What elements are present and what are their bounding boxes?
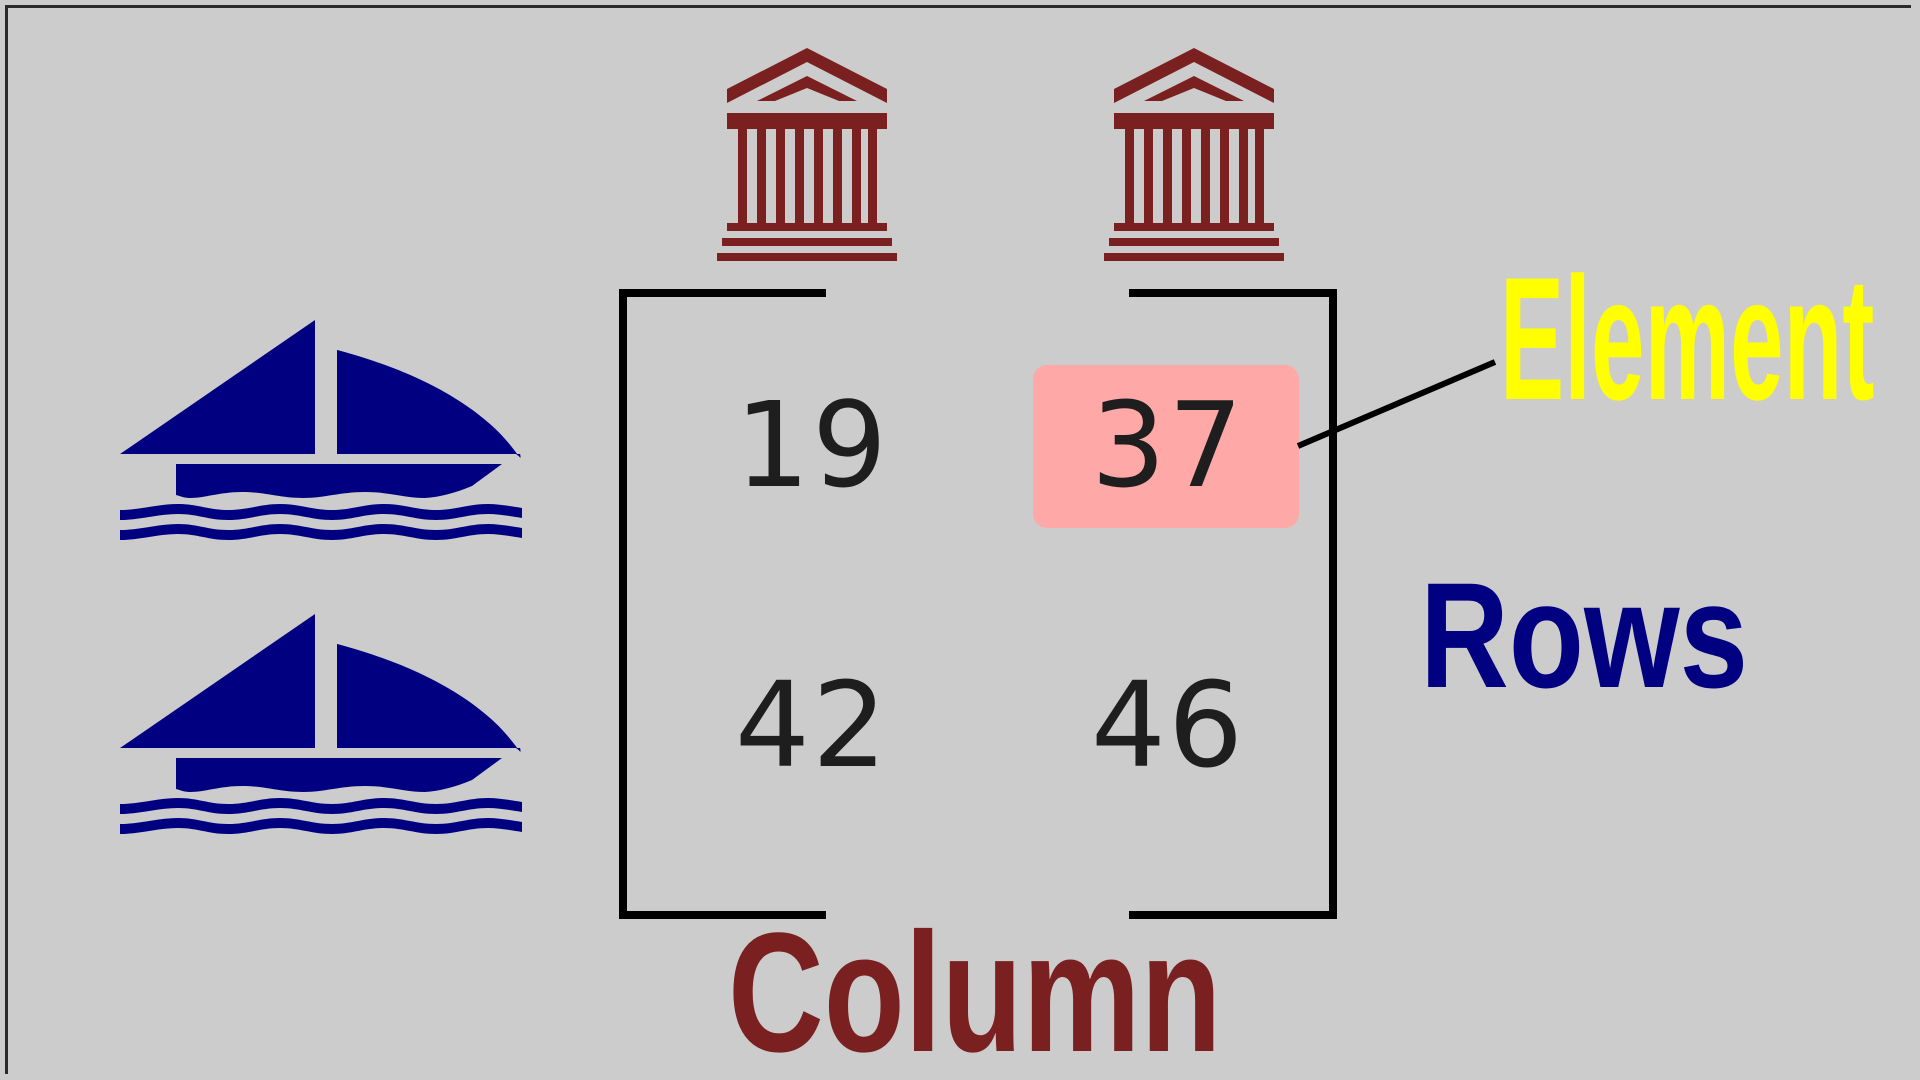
rows-label: Rows <box>1420 551 1749 719</box>
element-label: Element <box>1500 242 1875 437</box>
element-highlight <box>1033 365 1299 528</box>
element-pointer-line <box>1296 359 1497 449</box>
matrix-cell-r1-c1: 19 <box>734 376 890 514</box>
matrix-cell-r1-c2: 37 <box>1090 376 1246 514</box>
column-2-bank-icon <box>1104 48 1284 261</box>
outer-frame <box>5 5 1911 1074</box>
column-label: Column <box>728 898 1222 1080</box>
row-2-sailboat-icon <box>120 614 522 834</box>
left-bracket <box>619 289 826 919</box>
matrix-cell-r2-c1: 42 <box>734 656 890 794</box>
matrix-brackets <box>619 289 1337 919</box>
right-bracket <box>1129 289 1337 919</box>
row-1-sailboat-icon <box>120 320 522 540</box>
column-1-bank-icon <box>717 48 897 261</box>
matrix-cell-r2-c2: 46 <box>1090 656 1246 794</box>
